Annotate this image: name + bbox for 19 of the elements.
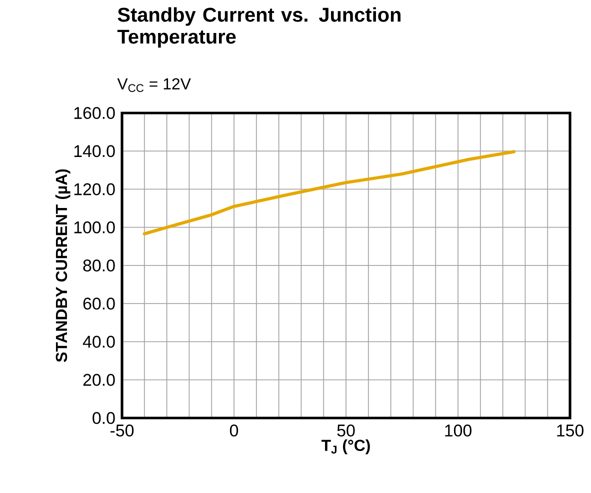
y-tick-label: 40.0 (82, 336, 115, 348)
y-tick-label: 60.0 (83, 298, 115, 310)
x-tick-label: 100 (445, 424, 472, 437)
chart-subtitle: V$_{CC}$ = 12V (117, 78, 191, 92)
y-tick-label: 140.0 (74, 145, 115, 158)
y-tick-label: 100.0 (74, 221, 115, 234)
y-tick-label: 0.0 (92, 412, 115, 424)
x-axis-title: T$_{J}$ (°C) (321, 439, 370, 454)
y-tick-label: 160.0 (74, 106, 115, 119)
x-tick-label: -50 (110, 424, 134, 437)
chart-title: Standby Current vs. Junction Temperature (117, 7, 400, 48)
y-tick-label: 120.0 (74, 183, 115, 196)
x-tick-label: 150 (557, 424, 584, 437)
y-tick-label: 20.0 (83, 374, 115, 386)
y-axis-title: STANDBY CURRENT (µA) (55, 169, 70, 362)
line-series (142, 150, 516, 236)
x-tick-label: 0 (230, 424, 238, 437)
x-tick-label: 50 (337, 424, 355, 437)
y-tick-label: 80.0 (83, 259, 115, 272)
